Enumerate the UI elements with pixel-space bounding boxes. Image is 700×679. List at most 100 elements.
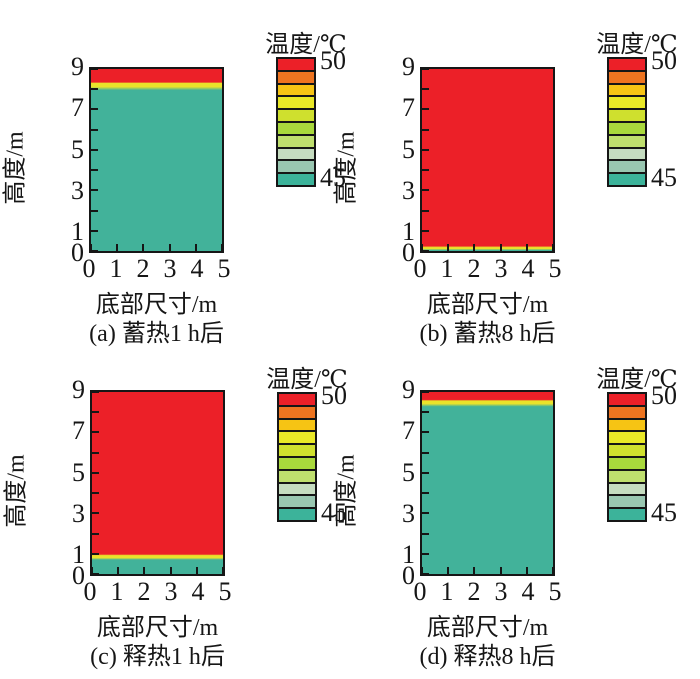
y-axis-title: 高度/m — [333, 131, 360, 205]
x-tick-label: 2 — [467, 254, 481, 283]
x-tick-label: 0 — [413, 577, 427, 606]
colorbar-d: 温度/℃ 50 45 — [596, 367, 679, 526]
y-axis-title: 高度/m — [333, 454, 360, 528]
colorbar-min-label: 45 — [651, 498, 677, 527]
x-tick-label: 0 — [82, 254, 96, 283]
x-tick-label: 3 — [494, 577, 508, 606]
y-tick-label: 3 — [402, 176, 415, 205]
x-tick-mark — [552, 567, 554, 574]
y-tick-mark — [92, 431, 99, 434]
y-tick-mark — [92, 411, 99, 414]
y-tick-label: 0 — [402, 238, 415, 267]
x-tick-label: 5 — [548, 254, 562, 283]
y-tick-mark — [92, 492, 99, 495]
colorbar-segment — [609, 172, 645, 185]
y-tick-mark — [92, 573, 99, 575]
y-tick-label: 9 — [402, 52, 415, 81]
y-tick-label: 7 — [71, 93, 84, 123]
contour-plot-d — [420, 390, 555, 576]
colorbar-segment — [609, 404, 645, 418]
x-tick-mark — [169, 567, 172, 574]
x-axis-title: 底部尺寸/m — [95, 292, 218, 318]
x-tick-mark — [447, 567, 450, 574]
colorbar-segment — [279, 404, 315, 418]
x-tick-mark — [222, 567, 224, 574]
x-tick-mark — [525, 567, 528, 574]
colorbar-segment — [609, 133, 645, 147]
y-tick-mark — [422, 431, 429, 434]
y-tick-mark — [92, 391, 99, 393]
y-tick-mark — [92, 552, 99, 555]
colorbar-scale — [607, 57, 647, 187]
y-tick-mark — [422, 128, 429, 131]
y-tick-label: 9 — [72, 375, 85, 404]
colorbar-segment — [609, 146, 645, 160]
y-tick-label: 7 — [402, 416, 415, 446]
x-tick-label: 5 — [217, 254, 231, 283]
x-tick-mark — [499, 244, 502, 251]
colorbar-segment — [278, 108, 314, 121]
x-axis-title: 底部尺寸/m — [426, 292, 549, 318]
colorbar-segment — [609, 82, 645, 96]
y-tick-mark — [91, 108, 98, 111]
y-tick-mark — [91, 128, 98, 131]
x-tick-mark — [195, 567, 198, 574]
colorbar-title: 温度/℃ — [596, 32, 678, 58]
y-tick-mark — [422, 573, 429, 575]
y-tick-mark — [91, 209, 98, 212]
y-tick-mark — [91, 169, 98, 172]
x-tick-label: 4 — [521, 577, 535, 606]
colorbar-segment — [278, 120, 314, 134]
y-tick-mark — [91, 88, 98, 91]
y-tick-mark — [422, 209, 429, 212]
colorbar-c: 温度/℃ 50 45 — [266, 367, 349, 526]
panel-caption-c: (c) 释热1 h后 — [90, 644, 225, 670]
colorbar-max-label: 50 — [651, 46, 677, 75]
colorbar-segment — [609, 159, 645, 173]
colorbar-a: 温度/℃ 50 45 — [265, 32, 348, 191]
colorbar-scale — [277, 392, 317, 522]
y-tick-mark — [92, 451, 99, 454]
y-tick-mark — [422, 391, 429, 393]
colorbar-segment — [278, 59, 314, 70]
x-tick-mark — [90, 244, 92, 251]
y-tick-mark — [422, 169, 429, 172]
colorbar-segment — [279, 494, 315, 508]
y-tick-mark — [422, 88, 429, 91]
x-tick-mark — [116, 244, 119, 251]
x-tick-mark — [143, 567, 146, 574]
colorbar-b: 温度/℃ 50 45 — [596, 32, 679, 191]
colorbar-min-label: 45 — [651, 163, 677, 192]
colorbar-segment — [279, 455, 315, 469]
colorbar-segment — [278, 133, 314, 147]
y-tick-label: 5 — [402, 457, 415, 487]
y-tick-label: 9 — [71, 52, 84, 81]
colorbar-segment — [609, 507, 645, 520]
colorbar-segment — [609, 120, 645, 134]
colorbar-segment — [609, 417, 645, 431]
colorbar-segment — [279, 394, 315, 405]
colorbar-segment — [278, 82, 314, 96]
y-tick-mark — [422, 68, 429, 70]
y-tick-label: 1 — [402, 217, 415, 247]
y-axis-title: 高度/m — [2, 131, 29, 205]
y-tick-label: 1 — [72, 540, 85, 570]
colorbar-segment — [609, 494, 645, 508]
x-tick-label: 2 — [467, 577, 481, 606]
y-tick-mark — [422, 189, 429, 192]
y-tick-label: 1 — [71, 217, 84, 247]
y-tick-mark — [422, 451, 429, 454]
y-tick-mark — [422, 108, 429, 111]
contour-plot-c — [90, 390, 225, 576]
y-tick-label: 7 — [402, 93, 415, 123]
x-tick-label: 0 — [83, 577, 97, 606]
colorbar-title: 温度/℃ — [596, 367, 678, 393]
colorbar-segment — [609, 455, 645, 469]
